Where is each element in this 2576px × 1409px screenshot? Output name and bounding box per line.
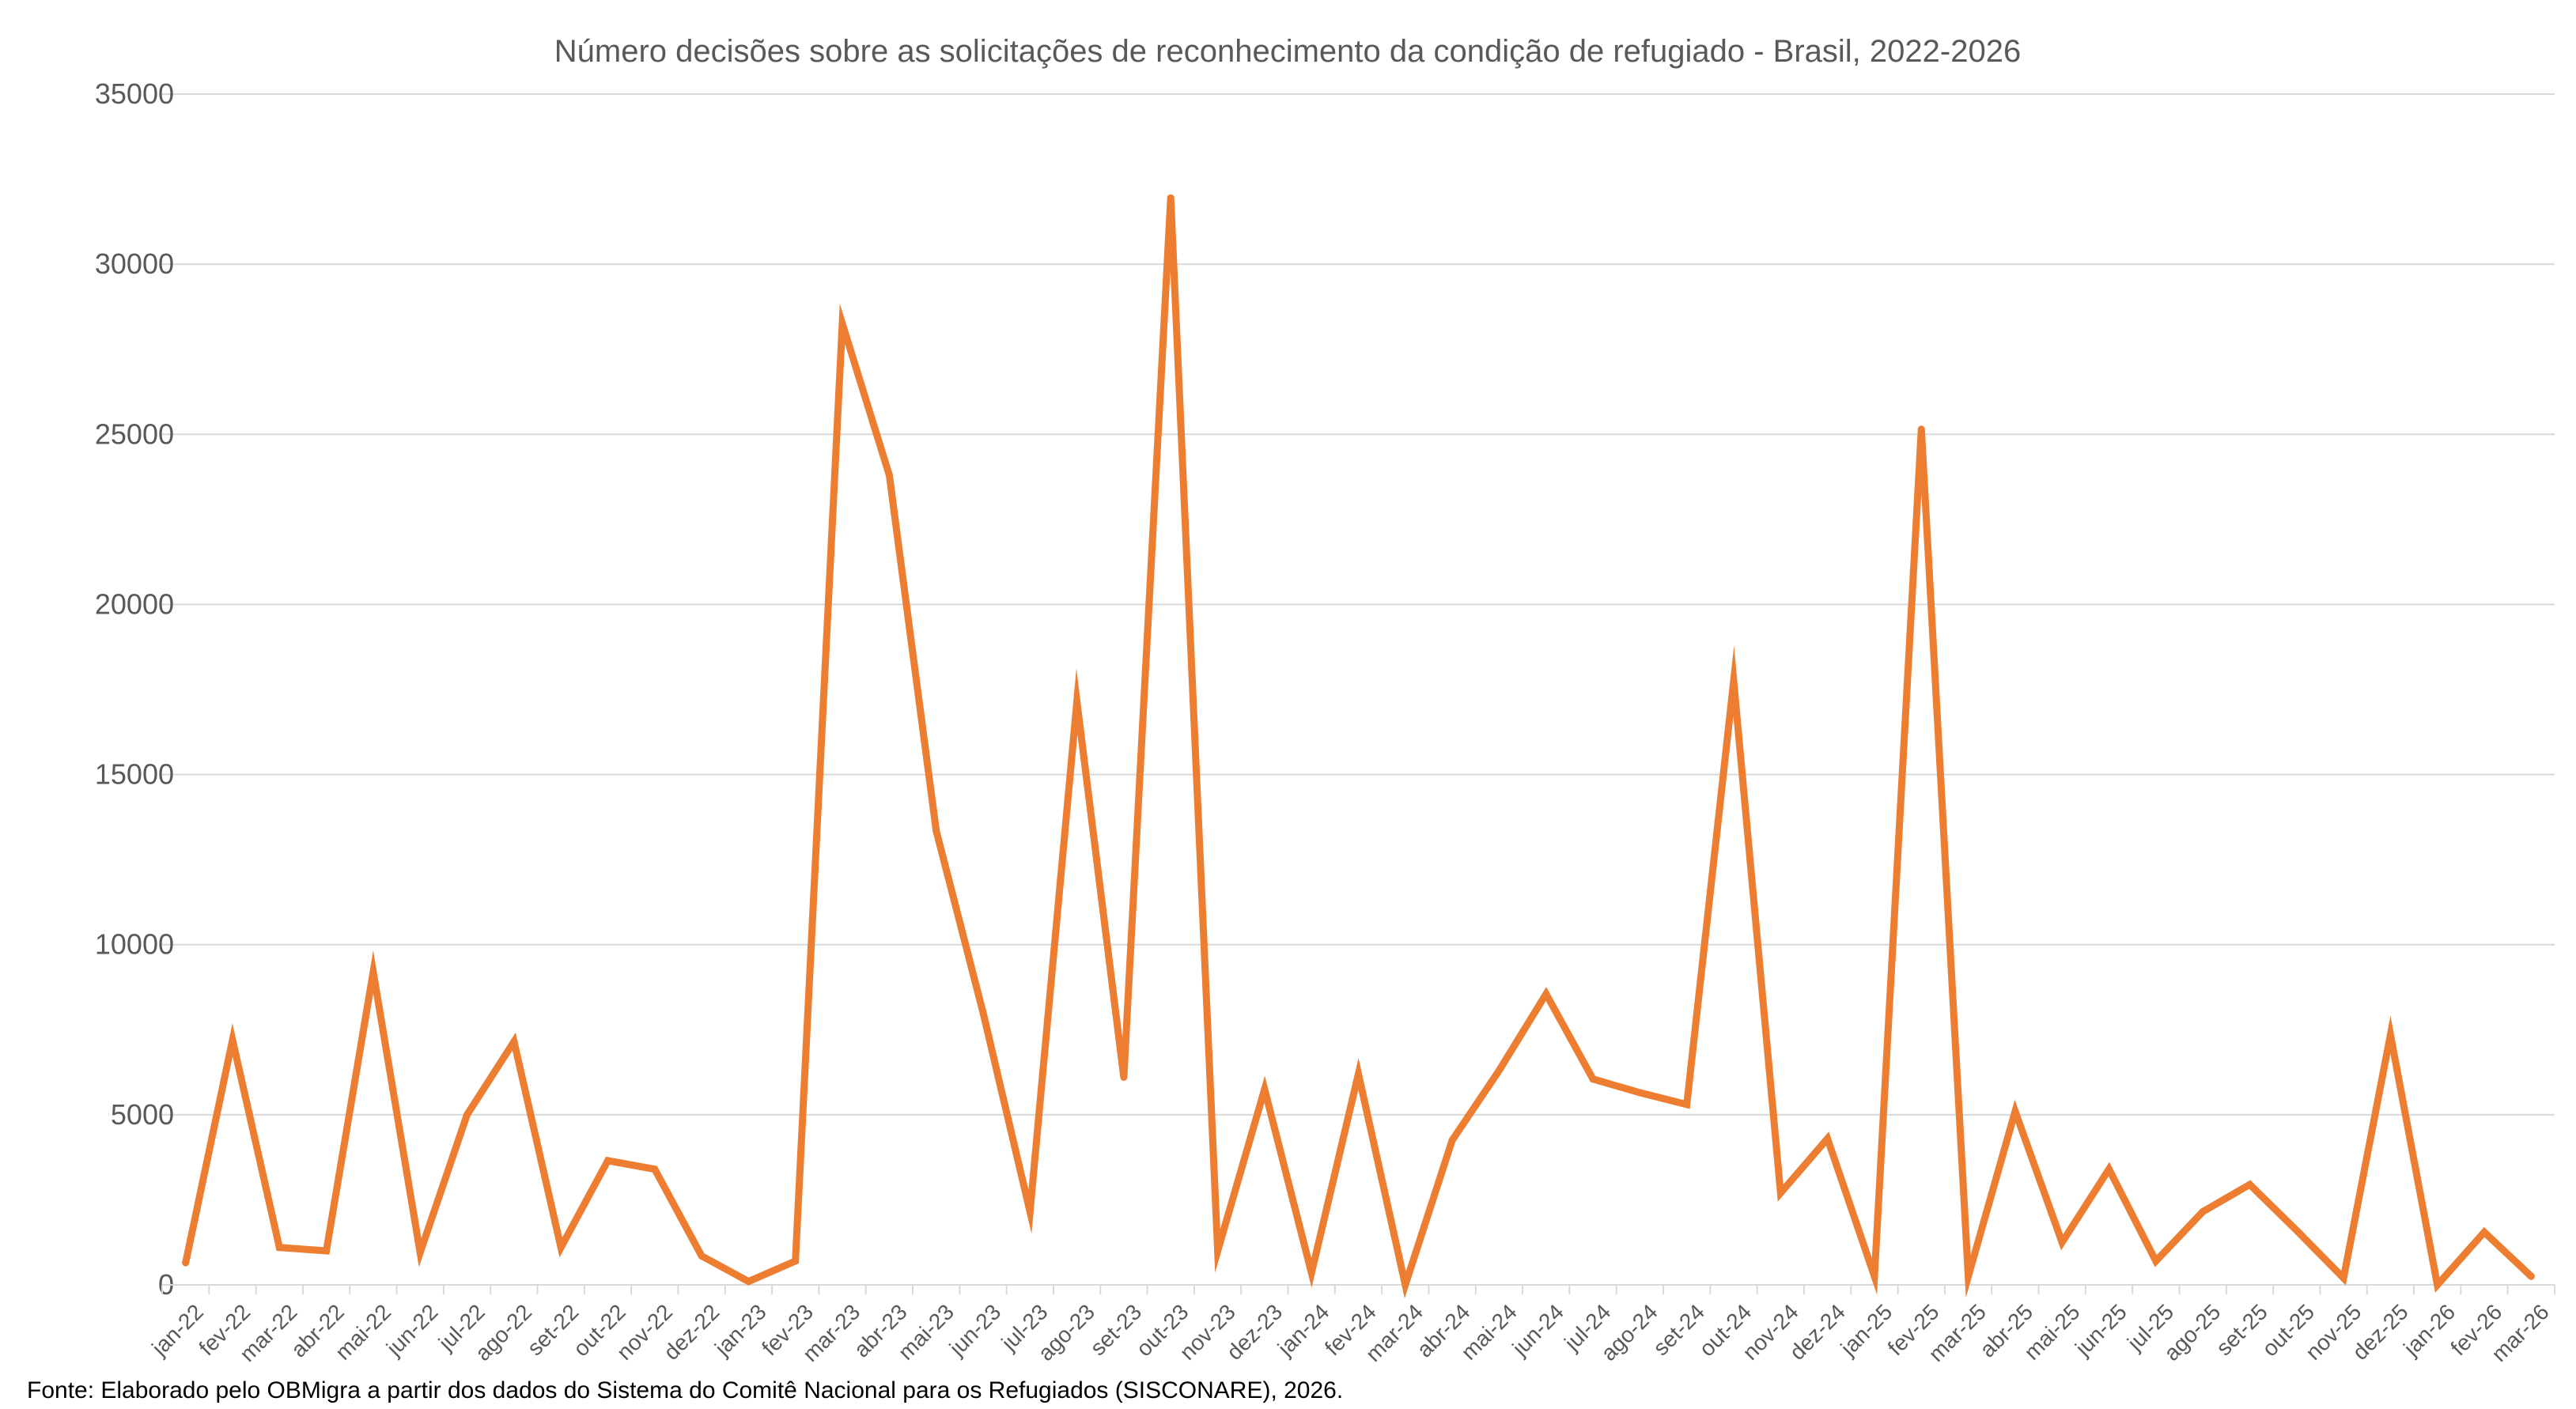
data-point (323, 1247, 331, 1255)
x-tick-label: jan-25 (1836, 1299, 1897, 1361)
data-point (2386, 1031, 2394, 1039)
data-point (463, 1111, 471, 1119)
y-tick-label: 5000 (111, 1098, 174, 1131)
y-tick-label: 30000 (95, 247, 174, 280)
data-point (1636, 1089, 1644, 1097)
data-point (1120, 1074, 1128, 1081)
data-point (744, 1278, 752, 1286)
data-point (275, 1244, 283, 1252)
series-line (182, 197, 2535, 1299)
x-tick-label: jan-24 (1273, 1299, 1334, 1361)
data-point (1214, 1247, 1222, 1255)
data-point (698, 1252, 705, 1260)
x-tick-label: jun-25 (2070, 1299, 2132, 1361)
x-tick-label: jun-22 (381, 1299, 443, 1361)
series-group (182, 194, 2535, 1299)
data-point (792, 1257, 800, 1265)
data-point (369, 968, 377, 976)
x-tick-label: jan-23 (709, 1299, 771, 1361)
y-tick-label: 10000 (95, 928, 174, 961)
data-point (1355, 1070, 1362, 1078)
data-point (2199, 1208, 2207, 1215)
x-tick-label: jun-23 (944, 1299, 1006, 1361)
data-point (2058, 1238, 2066, 1246)
data-point (932, 827, 940, 835)
data-point (1401, 1281, 1409, 1289)
chart-title: Número decisões sobre as solicitações de… (554, 34, 2021, 69)
x-axis (161, 1284, 2555, 1294)
data-point (2340, 1274, 2347, 1282)
data-point (979, 1009, 987, 1017)
data-point (604, 1157, 611, 1165)
data-point (2527, 1272, 2535, 1280)
data-point (1542, 990, 1550, 998)
y-tick-label: 15000 (95, 758, 174, 791)
data-point (229, 1036, 236, 1044)
data-point (1026, 1208, 1034, 1215)
y-tick-label: 35000 (95, 77, 174, 110)
gridlines (162, 93, 2555, 1116)
data-point (1683, 1101, 1691, 1109)
data-point (1871, 1272, 1878, 1280)
data-point (510, 1037, 518, 1045)
x-tick-label: jan-26 (2398, 1299, 2460, 1361)
x-tick-label: jan-22 (146, 1299, 208, 1361)
data-point (1167, 194, 1175, 202)
data-point (1261, 1086, 1269, 1094)
x-tick-label: set-23 (1085, 1299, 1146, 1360)
data-point (1776, 1189, 1784, 1197)
x-tick-label: set-22 (523, 1299, 584, 1360)
data-point (2152, 1257, 2160, 1265)
data-point (1495, 1067, 1503, 1075)
x-tick-label: set-24 (1648, 1299, 1709, 1360)
data-point (1448, 1136, 1456, 1144)
data-point (2480, 1228, 2488, 1236)
data-point (2434, 1281, 2442, 1289)
data-point (182, 1259, 190, 1267)
x-tick-label: set-25 (2211, 1299, 2272, 1360)
data-point (838, 319, 846, 327)
data-point (1965, 1272, 1973, 1280)
y-tick-label: 20000 (95, 587, 174, 620)
x-axis-ticks: jan-22fev-22mar-22abr-22mai-22jun-22jul-… (146, 1299, 2553, 1366)
data-point (1073, 697, 1081, 705)
data-point (1730, 677, 1738, 685)
data-point (2105, 1165, 2113, 1173)
data-point (416, 1248, 424, 1256)
data-point (1917, 425, 1925, 433)
data-point (2246, 1180, 2253, 1188)
data-point (2011, 1108, 2019, 1116)
data-point (651, 1165, 659, 1173)
data-point (2293, 1226, 2301, 1234)
data-point (1824, 1135, 1832, 1143)
data-point (1307, 1269, 1315, 1277)
y-tick-label: 25000 (95, 417, 174, 450)
data-point (1589, 1075, 1597, 1083)
source-note: Fonte: Elaborado pelo OBMigra a partir d… (27, 1377, 1343, 1403)
x-tick-label: jun-24 (1507, 1299, 1568, 1361)
data-point (557, 1244, 565, 1252)
data-point (885, 471, 893, 479)
